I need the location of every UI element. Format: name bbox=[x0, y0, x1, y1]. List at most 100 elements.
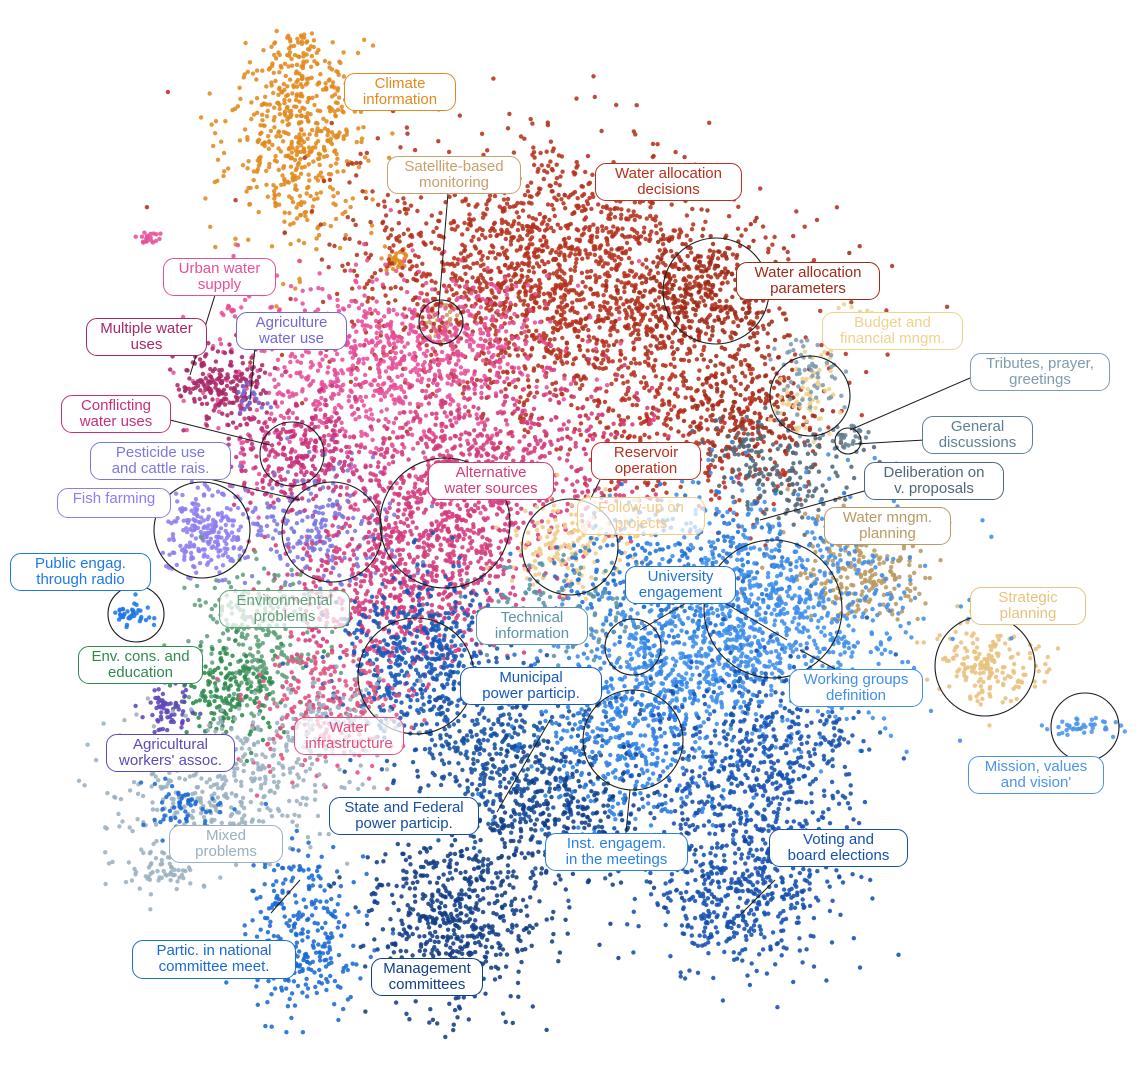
point-urban bbox=[453, 282, 458, 287]
point-alloc_decisions bbox=[466, 202, 471, 208]
point-alloc_decisions bbox=[637, 361, 642, 366]
point-climate bbox=[310, 95, 315, 101]
point-alloc_decisions bbox=[656, 295, 662, 300]
point-alloc_decisions bbox=[598, 244, 603, 249]
point-urban bbox=[413, 366, 418, 371]
point-alloc_decisions bbox=[483, 212, 488, 217]
point-climate bbox=[285, 84, 290, 89]
point-alloc_decisions bbox=[412, 147, 418, 153]
point-tributes bbox=[772, 346, 777, 351]
point-tributes bbox=[815, 371, 820, 376]
point-reservoir bbox=[728, 411, 733, 417]
point-alloc_decisions bbox=[429, 240, 434, 245]
point-reservoir bbox=[642, 432, 647, 438]
point-alloc_decisions bbox=[602, 399, 608, 405]
point-urban bbox=[390, 349, 395, 354]
point-climate bbox=[321, 116, 326, 122]
point-alloc_params bbox=[763, 373, 769, 378]
point-alloc_decisions bbox=[607, 254, 612, 259]
point-alloc_decisions bbox=[520, 312, 525, 317]
point-alloc_decisions bbox=[491, 76, 496, 81]
point-urban bbox=[417, 295, 422, 301]
point-alloc_decisions bbox=[386, 300, 391, 305]
point-climate bbox=[213, 119, 219, 124]
point-urban bbox=[585, 339, 591, 344]
point-urban bbox=[350, 324, 356, 329]
point-alloc_decisions bbox=[573, 264, 578, 270]
point-urban bbox=[476, 421, 481, 426]
point-climate bbox=[246, 237, 251, 242]
point-budget bbox=[827, 386, 832, 392]
point-climate bbox=[329, 106, 334, 112]
point-alloc_decisions bbox=[859, 413, 864, 418]
point-urban bbox=[171, 370, 176, 375]
point-climate bbox=[246, 185, 251, 191]
point-urban bbox=[516, 335, 521, 341]
point-alloc_decisions bbox=[780, 311, 786, 316]
point-alloc_decisions bbox=[646, 363, 651, 368]
point-climate bbox=[260, 68, 265, 73]
point-climate bbox=[238, 96, 243, 102]
point-alloc_params bbox=[736, 406, 741, 412]
point-climate bbox=[341, 134, 346, 139]
point-urban bbox=[357, 343, 363, 348]
point-reservoir bbox=[662, 432, 667, 437]
point-alloc_decisions bbox=[526, 328, 531, 334]
point-urban bbox=[362, 327, 367, 332]
point-urban bbox=[339, 368, 344, 373]
point-multiple bbox=[233, 369, 238, 374]
point-alloc_decisions bbox=[525, 274, 530, 279]
point-urban bbox=[335, 303, 340, 309]
point-climate bbox=[334, 151, 339, 157]
point-urban bbox=[300, 288, 305, 293]
point-alloc_decisions bbox=[574, 227, 579, 232]
point-alloc_decisions bbox=[596, 202, 601, 207]
point-alloc_decisions bbox=[600, 352, 605, 357]
point-urban bbox=[288, 359, 293, 365]
point-alloc_params bbox=[693, 300, 698, 305]
point-alloc_decisions bbox=[505, 221, 511, 227]
point-climate bbox=[215, 178, 220, 183]
point-urban bbox=[439, 349, 445, 355]
point-urban bbox=[426, 313, 432, 318]
point-urban bbox=[483, 381, 488, 387]
point-alloc_params bbox=[722, 407, 728, 413]
point-alloc_decisions bbox=[583, 207, 588, 212]
point-alloc_decisions bbox=[681, 383, 686, 388]
point-reservoir bbox=[690, 420, 696, 425]
point-alloc_decisions bbox=[370, 189, 375, 194]
point-reservoir bbox=[669, 407, 674, 412]
point-alloc_decisions bbox=[547, 337, 553, 342]
point-climate bbox=[265, 108, 270, 114]
point-alloc_decisions bbox=[412, 295, 417, 300]
point-alloc_decisions bbox=[609, 247, 614, 252]
point-alloc_decisions bbox=[627, 268, 633, 273]
point-alloc_decisions bbox=[484, 206, 490, 212]
point-alloc_decisions bbox=[763, 235, 768, 240]
point-alloc_decisions bbox=[375, 136, 380, 141]
point-urban bbox=[594, 377, 599, 382]
point-alloc_decisions bbox=[457, 284, 462, 289]
point-alloc_params bbox=[721, 362, 726, 367]
point-alloc_params bbox=[629, 314, 634, 320]
point-deliberation bbox=[762, 511, 767, 516]
point-deliberation bbox=[759, 422, 764, 428]
point-alloc_params bbox=[690, 405, 695, 410]
point-deliberation bbox=[766, 472, 771, 477]
point-alloc_decisions bbox=[351, 217, 356, 223]
point-alloc_decisions bbox=[538, 150, 543, 156]
point-alloc_decisions bbox=[525, 184, 530, 189]
point-deliberation bbox=[713, 418, 719, 423]
point-deliberation bbox=[761, 434, 767, 439]
point-urban bbox=[425, 348, 430, 354]
point-alloc_decisions bbox=[618, 296, 623, 301]
point-urban bbox=[568, 381, 574, 387]
point-alloc_decisions bbox=[483, 361, 488, 367]
point-alloc_decisions bbox=[818, 308, 823, 314]
point-climate bbox=[211, 143, 216, 149]
point-climate bbox=[306, 172, 311, 177]
point-reservoir bbox=[638, 380, 644, 385]
point-climate bbox=[369, 223, 375, 228]
point-urban bbox=[395, 374, 400, 379]
point-alloc_decisions bbox=[614, 306, 619, 312]
